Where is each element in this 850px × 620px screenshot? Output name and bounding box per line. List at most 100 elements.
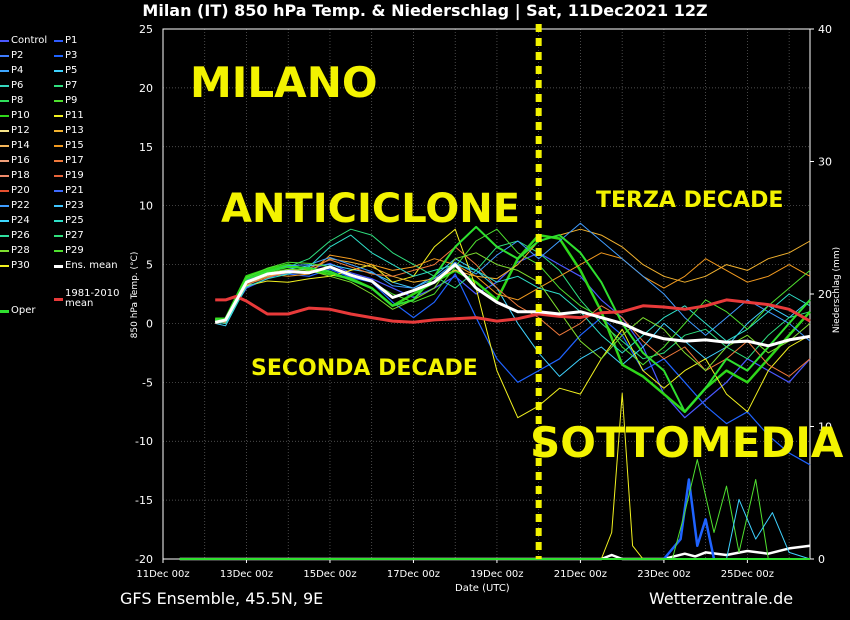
legend-item: P3: [54, 49, 77, 63]
legend-label: P16: [11, 155, 30, 166]
legend-swatch: [54, 297, 63, 301]
series-line-p11: [215, 228, 811, 419]
legend-label: P2: [11, 50, 24, 61]
series-line-p28: [215, 252, 811, 372]
precip-line-p29: [671, 459, 769, 560]
legend-item: P4: [0, 64, 23, 78]
legend-swatch: [0, 175, 9, 177]
chart-title: Milan (IT) 850 hPa Temp. & Niederschlag …: [142, 1, 708, 20]
y-tick-label: -20: [135, 553, 153, 566]
y-tick-label: -5: [142, 376, 153, 389]
legend-item: P20: [0, 184, 30, 198]
y2-tick-label: 40: [818, 23, 832, 36]
y-tick-label: -15: [135, 494, 153, 507]
legend-swatch: [0, 130, 9, 132]
legend-item: P22: [0, 199, 30, 213]
legend-swatch: [54, 100, 63, 102]
legend-item: P1: [54, 34, 77, 48]
legend-item: P23: [54, 199, 84, 213]
legend-item: Oper: [0, 304, 35, 318]
legend-swatch: [54, 220, 63, 222]
series-line-p29: [215, 228, 811, 366]
precip-line-p11: [600, 392, 644, 560]
legend-label: P10: [11, 110, 30, 121]
y-tick-label: -10: [135, 435, 153, 448]
overlay-sottomedia: SOTTOMEDIA: [530, 418, 844, 467]
x-tick-label: 17Dec 00z: [387, 569, 440, 580]
legend-item: P10: [0, 109, 30, 123]
temp-series: [214, 222, 811, 466]
x-tick-label: 23Dec 00z: [637, 569, 690, 580]
y-tick-label: 25: [139, 23, 153, 36]
legend-item: P7: [54, 79, 77, 93]
legend-label: P8: [11, 95, 24, 106]
legend-swatch: [0, 190, 9, 192]
series-line-ens-mean: [214, 263, 811, 348]
legend-label: P28: [11, 245, 30, 256]
legend-swatch: [0, 265, 9, 267]
legend-label: Control: [11, 35, 48, 46]
legend-label: P29: [65, 245, 84, 256]
legend-label: P4: [11, 65, 24, 76]
legend-swatch: [54, 115, 63, 117]
x-tick-label: 13Dec 00z: [220, 569, 273, 580]
legend-label: P17: [65, 155, 84, 166]
legend-item: P5: [54, 64, 77, 78]
legend-label: Oper: [11, 305, 36, 316]
legend-swatch: [0, 100, 9, 102]
legend-item: P27: [54, 229, 84, 243]
y2-axis-label: Niederschlag (mm): [832, 246, 842, 334]
legend-label: P12: [11, 125, 30, 136]
legend-label: P14: [11, 140, 30, 151]
x-tick-label: 15Dec 00z: [303, 569, 356, 580]
legend-swatch: [0, 309, 9, 313]
legend-item: P18: [0, 169, 30, 183]
footer-model: GFS Ensemble, 45.5N, 9E: [120, 589, 324, 608]
axes: 25 20 15 10 5 0 -5 -10 -15 -20 40 30 20 10 0 11Dec 00z 1…: [135, 23, 832, 580]
legend-item: P28: [0, 244, 30, 258]
overlay-milano: MILANO: [190, 58, 378, 107]
legend-item: P9: [54, 94, 77, 108]
y2-tick-label: 10: [818, 421, 832, 434]
legend-item: P14: [0, 139, 30, 153]
series-line-p3: [215, 268, 811, 466]
legend-swatch: [54, 40, 63, 42]
x-tick-label: 25Dec 00z: [721, 569, 774, 580]
legend-swatch: [0, 160, 9, 162]
legend-label: P19: [65, 170, 84, 181]
legend-label: Ens. mean: [65, 260, 118, 271]
legend-swatch: [54, 264, 63, 268]
legend-swatch: [0, 220, 9, 222]
legend-item: P30: [0, 259, 30, 273]
legend-label: P22: [11, 200, 30, 211]
legend-label: P6: [11, 80, 24, 91]
legend-swatch: [54, 55, 63, 57]
legend-swatch: [54, 250, 63, 252]
legend-item: P21: [54, 184, 84, 198]
legend-item: P11: [54, 109, 84, 123]
y-tick-label: 15: [139, 141, 153, 154]
legend-swatch: [0, 70, 9, 72]
legend-item: P25: [54, 214, 84, 228]
legend-swatch: [0, 235, 9, 237]
legend-label: P25: [65, 215, 84, 226]
legend-swatch: [0, 250, 9, 252]
y2-tick-label: 0: [818, 553, 825, 566]
legend-label: P15: [65, 140, 84, 151]
legend-label: P26: [11, 230, 30, 241]
legend-swatch: [0, 85, 9, 87]
legend-label: P23: [65, 200, 84, 211]
precip-line-p5: [726, 498, 811, 560]
legend-label: P7: [65, 80, 78, 91]
legend-item: P19: [54, 169, 84, 183]
legend-swatch: [0, 145, 9, 147]
y-axis-label: 850 hPa Temp. (°C): [130, 251, 140, 339]
series-line-1981-2010-mean: [215, 294, 811, 324]
legend-swatch: [54, 235, 63, 237]
precip-line-p3: [662, 478, 716, 560]
legend-swatch: [0, 115, 9, 117]
legend-label: P5: [65, 65, 78, 76]
legend-swatch: [0, 55, 9, 57]
legend-item: P8: [0, 94, 23, 108]
legend-item: P26: [0, 229, 30, 243]
